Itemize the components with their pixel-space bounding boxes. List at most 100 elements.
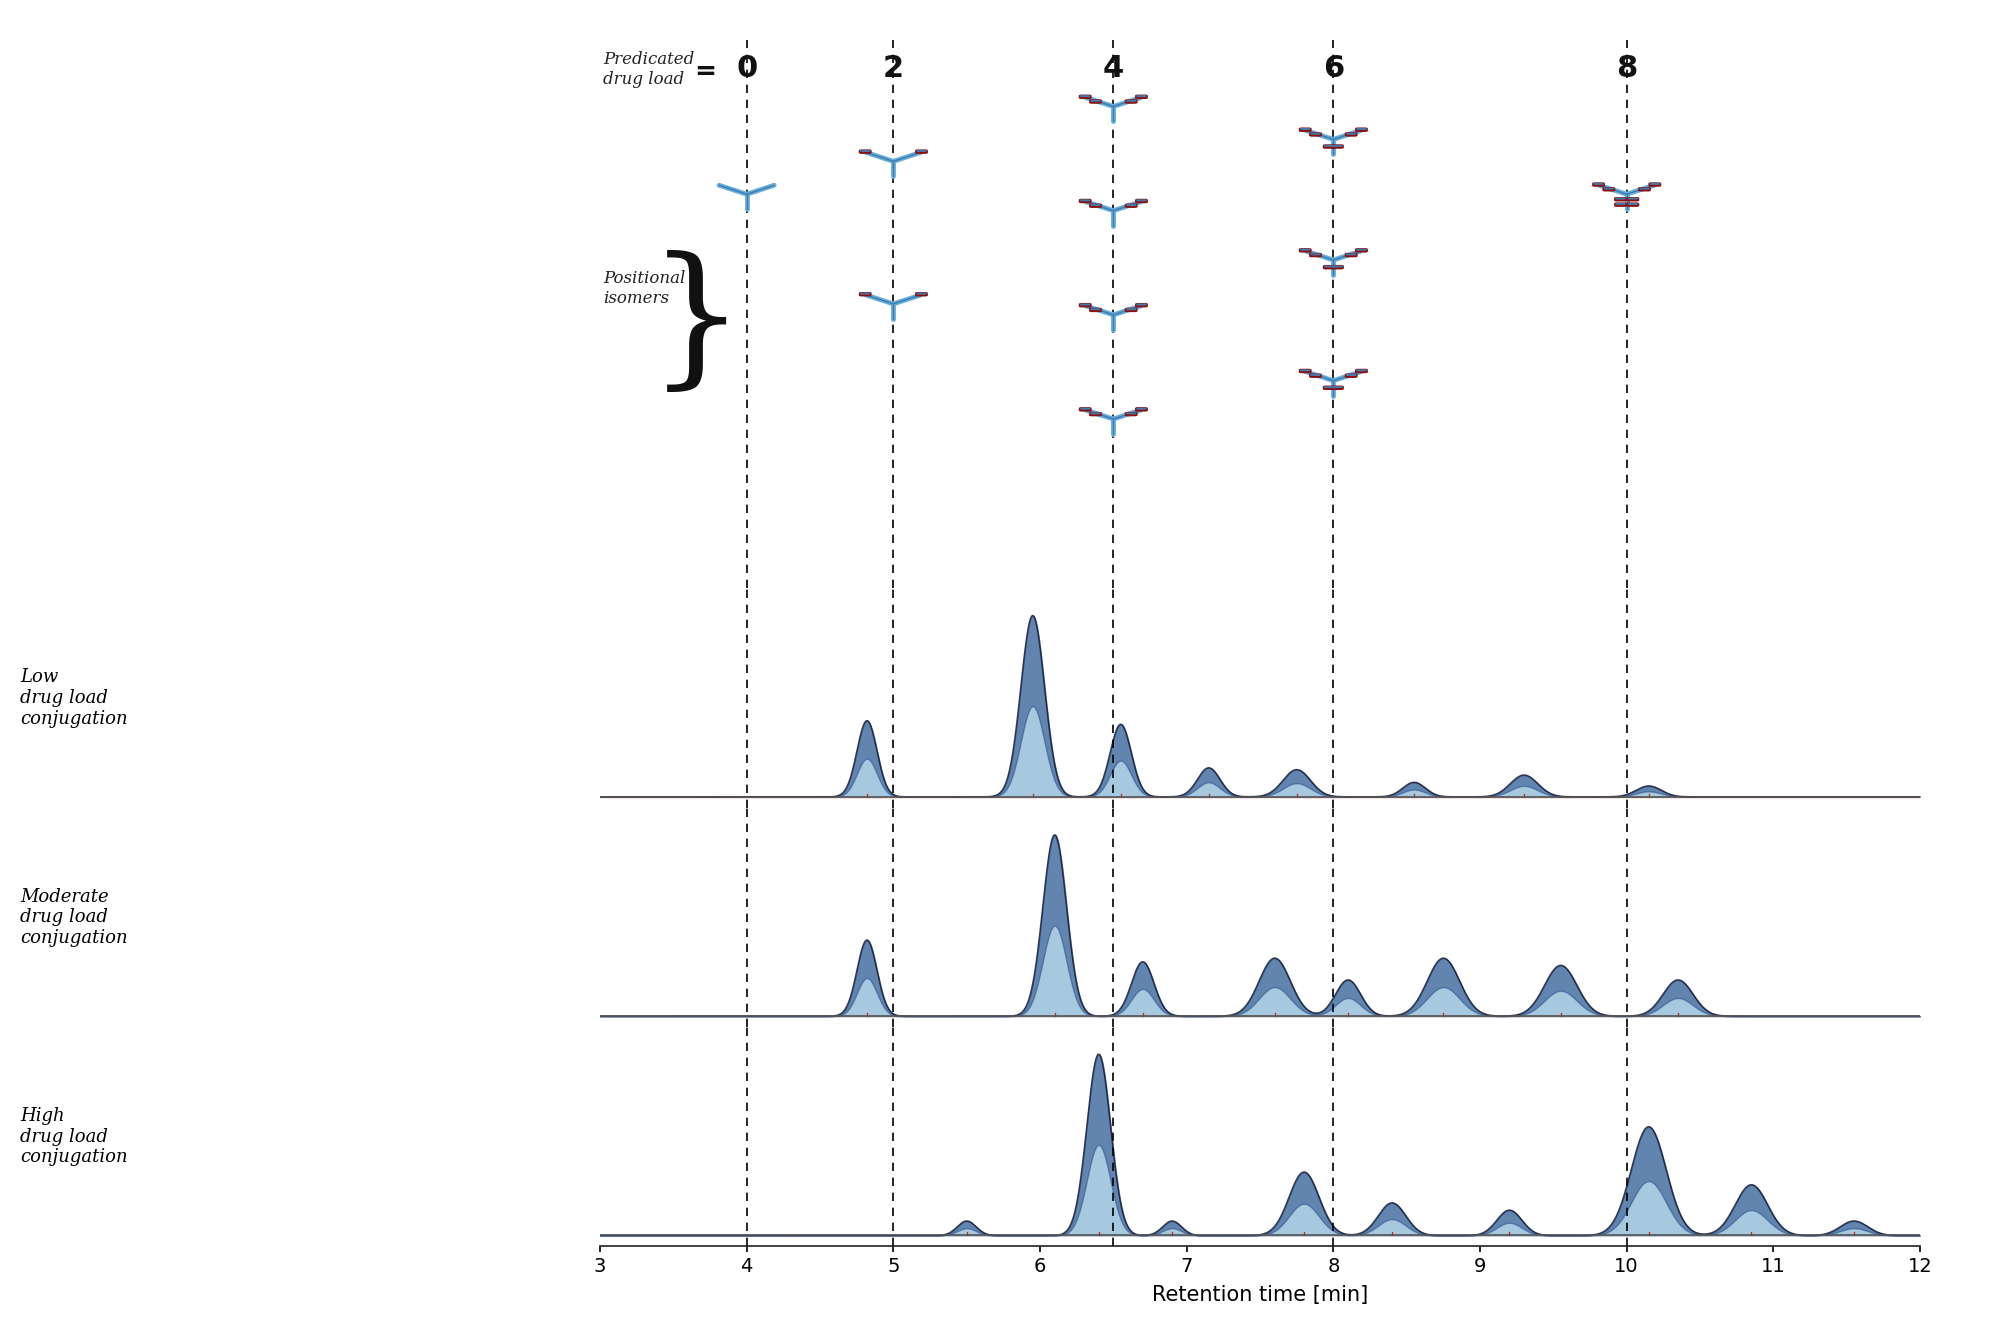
FancyBboxPatch shape bbox=[1628, 203, 1638, 205]
FancyBboxPatch shape bbox=[1332, 144, 1344, 149]
FancyBboxPatch shape bbox=[1080, 95, 1090, 97]
Text: Predicated
drug load: Predicated drug load bbox=[602, 51, 694, 88]
FancyBboxPatch shape bbox=[1344, 132, 1358, 137]
FancyBboxPatch shape bbox=[1300, 249, 1310, 251]
FancyBboxPatch shape bbox=[1616, 197, 1626, 200]
FancyBboxPatch shape bbox=[1080, 200, 1090, 201]
FancyBboxPatch shape bbox=[1124, 99, 1138, 104]
Text: High
drug load
conjugation: High drug load conjugation bbox=[20, 1106, 128, 1166]
FancyBboxPatch shape bbox=[1614, 197, 1626, 201]
FancyBboxPatch shape bbox=[916, 149, 928, 153]
FancyBboxPatch shape bbox=[916, 149, 926, 152]
FancyBboxPatch shape bbox=[1136, 304, 1146, 305]
FancyBboxPatch shape bbox=[1324, 145, 1334, 147]
FancyBboxPatch shape bbox=[916, 292, 928, 296]
FancyBboxPatch shape bbox=[1080, 304, 1090, 305]
FancyBboxPatch shape bbox=[916, 292, 926, 295]
FancyBboxPatch shape bbox=[858, 149, 872, 153]
FancyBboxPatch shape bbox=[1126, 204, 1136, 207]
FancyBboxPatch shape bbox=[1136, 200, 1146, 201]
FancyBboxPatch shape bbox=[1078, 199, 1092, 203]
FancyBboxPatch shape bbox=[1322, 144, 1336, 149]
Text: Moderate
drug load
conjugation: Moderate drug load conjugation bbox=[20, 888, 128, 948]
FancyBboxPatch shape bbox=[1300, 369, 1310, 372]
FancyBboxPatch shape bbox=[1628, 197, 1638, 200]
FancyBboxPatch shape bbox=[1090, 412, 1102, 416]
FancyBboxPatch shape bbox=[1356, 369, 1366, 372]
FancyBboxPatch shape bbox=[1346, 375, 1356, 376]
FancyBboxPatch shape bbox=[1078, 303, 1092, 308]
FancyBboxPatch shape bbox=[1298, 128, 1312, 132]
FancyBboxPatch shape bbox=[1298, 248, 1312, 252]
FancyBboxPatch shape bbox=[1078, 407, 1092, 412]
Text: 8: 8 bbox=[1616, 53, 1638, 83]
FancyBboxPatch shape bbox=[1332, 265, 1344, 269]
FancyBboxPatch shape bbox=[1322, 385, 1336, 391]
Text: =: = bbox=[694, 59, 716, 85]
FancyBboxPatch shape bbox=[1310, 253, 1320, 256]
FancyBboxPatch shape bbox=[1346, 133, 1356, 135]
FancyBboxPatch shape bbox=[1090, 100, 1100, 101]
FancyBboxPatch shape bbox=[1124, 204, 1138, 208]
FancyBboxPatch shape bbox=[1356, 249, 1366, 251]
FancyBboxPatch shape bbox=[1136, 95, 1146, 97]
FancyBboxPatch shape bbox=[1332, 145, 1342, 147]
FancyBboxPatch shape bbox=[1356, 248, 1368, 252]
FancyBboxPatch shape bbox=[1638, 187, 1650, 192]
FancyBboxPatch shape bbox=[1136, 407, 1148, 412]
FancyBboxPatch shape bbox=[1648, 183, 1662, 187]
FancyBboxPatch shape bbox=[1310, 132, 1322, 137]
FancyBboxPatch shape bbox=[1310, 375, 1320, 376]
FancyBboxPatch shape bbox=[1626, 197, 1640, 201]
FancyBboxPatch shape bbox=[1344, 373, 1358, 379]
Text: }: } bbox=[648, 251, 746, 400]
FancyBboxPatch shape bbox=[1090, 204, 1102, 208]
FancyBboxPatch shape bbox=[1356, 128, 1366, 131]
FancyBboxPatch shape bbox=[1650, 183, 1660, 185]
FancyBboxPatch shape bbox=[1614, 203, 1626, 207]
FancyBboxPatch shape bbox=[1604, 188, 1614, 189]
FancyBboxPatch shape bbox=[1594, 183, 1604, 185]
FancyBboxPatch shape bbox=[1090, 412, 1100, 415]
FancyBboxPatch shape bbox=[1310, 133, 1320, 135]
FancyBboxPatch shape bbox=[1078, 95, 1092, 99]
FancyBboxPatch shape bbox=[1356, 369, 1368, 373]
FancyBboxPatch shape bbox=[1626, 203, 1640, 207]
FancyBboxPatch shape bbox=[1616, 203, 1626, 205]
FancyBboxPatch shape bbox=[1124, 412, 1138, 416]
FancyBboxPatch shape bbox=[1090, 308, 1102, 312]
FancyBboxPatch shape bbox=[1300, 128, 1310, 131]
FancyBboxPatch shape bbox=[1324, 265, 1334, 268]
FancyBboxPatch shape bbox=[860, 149, 870, 152]
FancyBboxPatch shape bbox=[1602, 187, 1616, 192]
Text: 2: 2 bbox=[882, 53, 904, 83]
FancyBboxPatch shape bbox=[1332, 265, 1342, 268]
FancyBboxPatch shape bbox=[1356, 128, 1368, 132]
FancyBboxPatch shape bbox=[1090, 99, 1102, 104]
FancyBboxPatch shape bbox=[1324, 387, 1334, 388]
FancyBboxPatch shape bbox=[1126, 100, 1136, 101]
Text: Positional
isomers: Positional isomers bbox=[602, 271, 686, 307]
FancyBboxPatch shape bbox=[1080, 408, 1090, 409]
Text: 6: 6 bbox=[1322, 53, 1344, 83]
FancyBboxPatch shape bbox=[1310, 253, 1322, 257]
FancyBboxPatch shape bbox=[1136, 95, 1148, 99]
Text: 4: 4 bbox=[1102, 53, 1124, 83]
FancyBboxPatch shape bbox=[1298, 369, 1312, 373]
Text: Low
drug load
conjugation: Low drug load conjugation bbox=[20, 668, 128, 728]
FancyBboxPatch shape bbox=[1332, 385, 1344, 391]
FancyBboxPatch shape bbox=[1126, 412, 1136, 415]
FancyBboxPatch shape bbox=[1136, 303, 1148, 308]
FancyBboxPatch shape bbox=[1322, 265, 1336, 269]
Text: 0: 0 bbox=[736, 53, 758, 83]
FancyBboxPatch shape bbox=[1126, 308, 1136, 311]
FancyBboxPatch shape bbox=[1136, 408, 1146, 409]
FancyBboxPatch shape bbox=[1592, 183, 1604, 187]
FancyBboxPatch shape bbox=[860, 292, 870, 295]
FancyBboxPatch shape bbox=[1640, 188, 1650, 189]
FancyBboxPatch shape bbox=[1090, 204, 1100, 207]
FancyBboxPatch shape bbox=[1090, 308, 1100, 311]
FancyBboxPatch shape bbox=[858, 292, 872, 296]
FancyBboxPatch shape bbox=[1136, 199, 1148, 203]
FancyBboxPatch shape bbox=[1344, 253, 1358, 257]
